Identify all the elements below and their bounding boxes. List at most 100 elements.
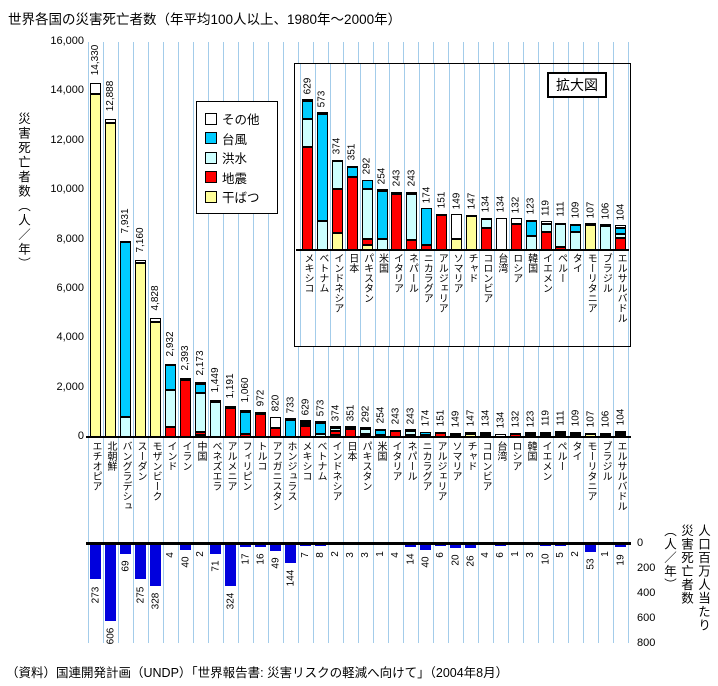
per-capita-value-label: 7 xyxy=(299,552,311,558)
bar-segment-地震 xyxy=(480,228,492,250)
bottom-y-axis-title: 人口百万人当たり 災害死亡者数 （人／年） xyxy=(662,524,710,632)
bar-segment-台風 xyxy=(195,383,206,393)
bar-segment-その他 xyxy=(255,411,266,414)
legend-item-洪水: 洪水 xyxy=(205,148,269,167)
gridline xyxy=(193,42,194,643)
country-name: アルメニア xyxy=(225,441,236,491)
y-tick-label: 8,000 xyxy=(56,232,84,245)
y-tick-label: 0 xyxy=(77,430,84,442)
inset-bar-value-label: 243 xyxy=(391,169,403,187)
bar-value-label: 972 xyxy=(254,390,266,407)
per-capita-value-label: 3 xyxy=(524,551,536,558)
bar-value-label: 111 xyxy=(554,410,566,426)
bar-segment-洪水 xyxy=(330,427,341,431)
country-name: パキスタン xyxy=(360,441,371,491)
country-name: ニカラグア xyxy=(420,441,431,491)
category-label: 米国 xyxy=(373,441,388,541)
legend-item-干ばつ: 干ばつ xyxy=(205,187,269,206)
bar-segment-干ばつ xyxy=(150,322,161,437)
country-name: 米国 xyxy=(375,441,386,461)
legend-label: 干ばつ xyxy=(222,191,260,205)
inset-gridline xyxy=(389,64,391,346)
bar-segment-地震 xyxy=(360,433,371,436)
bar-segment-その他 xyxy=(390,429,401,432)
bar-segment-洪水 xyxy=(540,433,551,436)
country-name: チャド xyxy=(466,253,477,283)
per-capita-value-label: 2 xyxy=(194,551,206,558)
bar-segment-その他 xyxy=(300,420,311,423)
bar-segment-台風 xyxy=(421,208,433,246)
inset-gridline xyxy=(568,64,570,346)
country-name: スーダン xyxy=(135,441,146,481)
bar-segment-台風 xyxy=(120,242,131,417)
inset-gridline xyxy=(329,64,331,346)
per-capita-value-label: 3 xyxy=(344,551,356,558)
category-label: モザンビーク xyxy=(148,441,163,541)
inset-category-label: モーリタニア xyxy=(583,253,598,344)
per-capita-value-label: 2 xyxy=(329,551,341,558)
country-name: メキシコ xyxy=(300,441,311,481)
inset-bar-value-label: 109 xyxy=(570,201,582,219)
inset-category-label: メキシコ xyxy=(300,253,315,344)
inset-gridline xyxy=(449,64,451,346)
bar-segment-洪水 xyxy=(570,231,582,250)
category-label: イタリア xyxy=(388,441,403,541)
per-capita-bar xyxy=(120,545,131,554)
legend-swatch xyxy=(205,151,217,164)
per-capita-tick-label: 200 xyxy=(637,562,656,574)
bar-segment-台風 xyxy=(285,419,296,437)
inset-gridline xyxy=(613,64,615,346)
bar-value-label: 151 xyxy=(434,410,446,427)
bar-segment-その他 xyxy=(391,191,403,194)
inset-category-label: エルサルバドル xyxy=(613,253,628,344)
bar-segment-洪水 xyxy=(406,194,418,240)
category-label: イエメン xyxy=(538,441,553,541)
bar-segment-その他 xyxy=(570,431,581,434)
inset-bar-value-label: 573 xyxy=(316,90,328,108)
bar-segment-その他 xyxy=(375,428,386,431)
category-label: バングラデシュ xyxy=(118,441,133,541)
bar-segment-その他 xyxy=(435,431,446,434)
bar-segment-その他 xyxy=(466,214,477,217)
bar-segment-洪水 xyxy=(525,235,537,250)
bar-segment-台風 xyxy=(615,432,626,435)
bar-value-label: 292 xyxy=(359,405,371,422)
inset-gridline xyxy=(523,64,525,346)
main-y-axis-title: 災害死亡者数（人／年） xyxy=(16,112,30,272)
bar-value-label: 109 xyxy=(569,410,581,427)
bar-segment-台風 xyxy=(615,228,627,234)
bar-segment-干ばつ xyxy=(466,216,477,250)
bar-value-label: 4,828 xyxy=(150,285,161,311)
bar-value-label: 174 xyxy=(419,409,431,427)
inset-category-label: コロンビア xyxy=(479,253,494,344)
bar-segment-その他 xyxy=(510,218,522,225)
country-name: コロンビア xyxy=(480,441,491,491)
per-capita-value-label: 10 xyxy=(539,552,551,565)
bar-value-label: 7,931 xyxy=(120,208,131,234)
country-name: ブラジル xyxy=(600,441,611,481)
bar-segment-地震 xyxy=(510,224,522,250)
per-capita-value-label: 144 xyxy=(284,570,296,587)
category-label: 韓国 xyxy=(523,441,538,541)
bar-segment-洪水 xyxy=(331,161,343,189)
bar-segment-台風 xyxy=(420,431,431,436)
bar-segment-その他 xyxy=(540,431,551,434)
bar-value-label: 2,932 xyxy=(165,331,176,357)
bar-segment-洪水 xyxy=(480,433,491,436)
category-label: 台湾 xyxy=(493,441,508,541)
bar-value-label: 1,191 xyxy=(225,373,236,399)
country-name: メキシコ xyxy=(302,253,313,293)
inset-bar-value-label: 254 xyxy=(376,167,388,184)
inset-bar-value-label: 132 xyxy=(510,196,522,214)
inset-bar-value-label: 111 xyxy=(555,201,567,217)
gridline xyxy=(133,42,134,643)
bar-segment-洪水 xyxy=(210,401,221,437)
country-name: モーリタニア xyxy=(585,441,596,501)
bar-segment-その他 xyxy=(615,430,626,433)
bar-value-label: 573 xyxy=(314,399,326,417)
inset-category-label: チャド xyxy=(464,253,479,344)
bar-segment-洪水 xyxy=(120,416,131,437)
inset-category-label: 台湾 xyxy=(494,253,509,344)
bar-segment-台風 xyxy=(570,433,581,436)
